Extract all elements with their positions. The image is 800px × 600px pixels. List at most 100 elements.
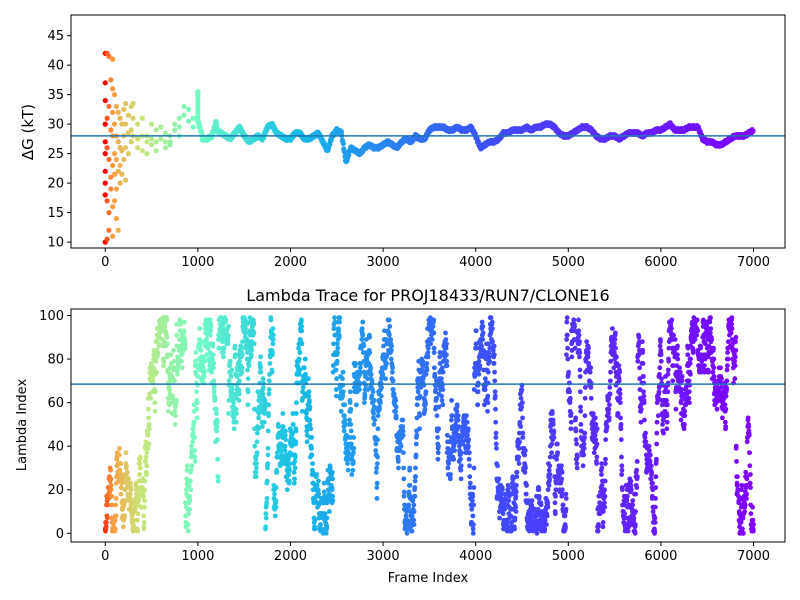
lambda-point: [400, 432, 406, 438]
lambda-point: [471, 485, 477, 490]
lambda-point: [618, 426, 624, 432]
lambda-point: [253, 456, 259, 462]
lambda-point: [236, 398, 242, 403]
lambda-point: [192, 448, 198, 453]
lambda-point: [309, 452, 315, 458]
lambda-point: [471, 465, 477, 471]
lambda-point: [383, 376, 388, 382]
delta-g-point: [139, 148, 145, 154]
lambda-point: [214, 411, 219, 416]
lambda-point: [136, 498, 142, 504]
y-tick-label: 35: [47, 88, 64, 103]
lambda-point: [439, 398, 445, 403]
lambda-point: [372, 404, 377, 410]
lambda-point: [475, 389, 481, 395]
lambda-point: [519, 387, 525, 392]
lambda-point: [406, 502, 412, 508]
lambda-point: [434, 413, 440, 419]
lambda-point: [432, 374, 438, 379]
lambda-point: [669, 317, 675, 323]
lambda-point: [435, 435, 440, 440]
lambda-point: [443, 345, 449, 351]
lambda-point: [619, 487, 625, 493]
lambda-point: [554, 441, 560, 447]
lambda-point: [486, 341, 492, 347]
lambda-point: [273, 485, 279, 490]
lambda-point: [225, 334, 231, 340]
lambda-point: [336, 328, 342, 334]
lambda-point: [444, 358, 450, 364]
lambda-point: [283, 428, 288, 434]
lambda-point: [479, 343, 485, 349]
lambda-point: [564, 319, 570, 325]
lambda-point: [251, 321, 257, 327]
lambda-point: [449, 417, 454, 423]
lambda-point: [747, 472, 753, 477]
lambda-point: [368, 371, 374, 377]
lambda-point: [244, 350, 250, 355]
lambda-point: [254, 430, 260, 436]
lambda-point: [487, 358, 492, 364]
x-tick-label: 4000: [459, 549, 492, 564]
lambda-point: [448, 472, 453, 477]
lambda-point: [388, 337, 394, 342]
lambda-point: [431, 350, 437, 355]
lambda-point: [486, 350, 492, 355]
lambda-point: [480, 324, 486, 329]
lambda-point: [192, 435, 197, 440]
lambda-point: [446, 461, 452, 467]
lambda-point: [335, 350, 340, 355]
lambda-point: [606, 411, 611, 416]
lambda-point: [108, 487, 114, 493]
lambda-point: [293, 411, 299, 416]
lambda-point: [485, 408, 490, 414]
lambda-point: [497, 515, 502, 521]
lambda-point: [722, 419, 728, 425]
lambda-point: [141, 504, 147, 510]
lambda-point: [146, 422, 152, 427]
lambda-point: [685, 352, 691, 358]
delta-g-point: [104, 236, 110, 242]
lambda-point: [112, 526, 118, 532]
lambda-point: [549, 450, 555, 456]
lambda-point: [536, 493, 542, 499]
lambda-point: [617, 391, 623, 397]
lambda-point: [330, 476, 335, 482]
lambda-point: [492, 378, 498, 384]
lambda-point: [642, 417, 647, 423]
lambda-point: [452, 448, 457, 453]
lambda-point: [360, 332, 366, 338]
lambda-point: [514, 482, 519, 488]
lambda-point: [606, 415, 612, 421]
lambda-point: [400, 424, 406, 429]
lambda-point: [722, 402, 728, 408]
lambda-point: [211, 365, 216, 371]
lambda-point: [254, 461, 259, 467]
lambda-point: [612, 330, 618, 336]
lambda-point: [574, 441, 580, 447]
lambda-point: [523, 491, 529, 497]
lambda-point: [640, 347, 646, 353]
lambda-point: [214, 428, 220, 434]
lambda-point: [571, 317, 577, 323]
lambda-point: [137, 472, 142, 477]
lambda-point: [517, 419, 523, 425]
lambda-point: [634, 474, 640, 480]
lambda-point: [564, 332, 570, 338]
lambda-point: [500, 511, 506, 517]
lambda-point: [186, 511, 192, 517]
lambda-point: [538, 502, 544, 508]
lambda-point: [296, 345, 302, 351]
lambda-point: [470, 526, 476, 532]
lambda-point: [678, 417, 684, 423]
lambda-point: [256, 415, 262, 421]
lambda-point: [559, 463, 564, 469]
lambda-point: [323, 530, 329, 536]
lambda-point: [592, 415, 598, 421]
lambda-point: [544, 522, 549, 527]
lambda-point: [708, 315, 713, 321]
lambda-point: [284, 487, 290, 493]
lambda-point: [187, 498, 193, 504]
lambda-point: [559, 469, 565, 475]
